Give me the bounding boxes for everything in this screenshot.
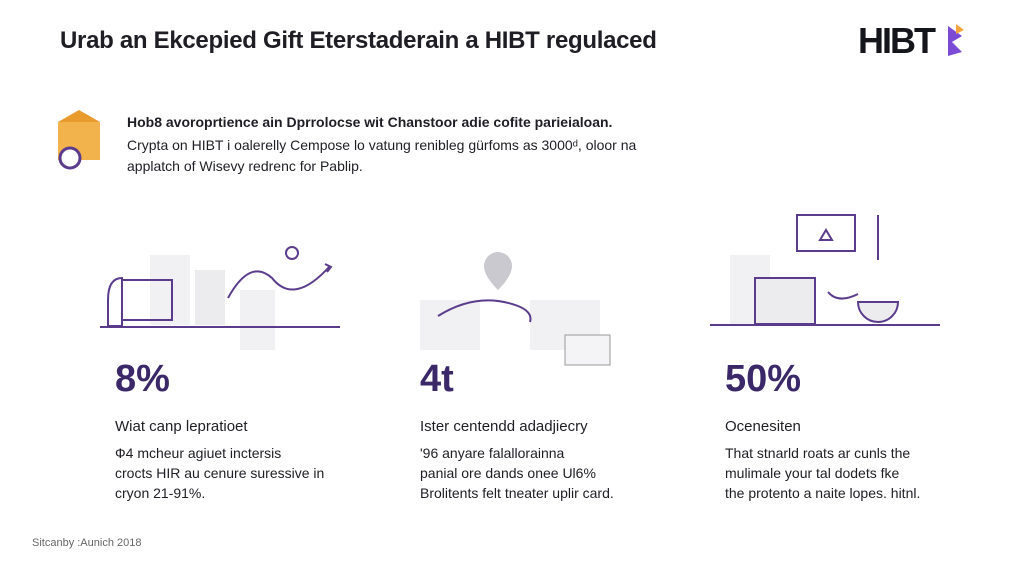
stat-label: Wiat canp lepratioet (115, 418, 248, 435)
stat-line: Ф4 mcheur agiuet inctersis (115, 445, 282, 461)
stat-line: crocts HIR au cenure suressive in (115, 465, 325, 481)
stat-value: 50% (725, 358, 802, 400)
stat-line: the protento a naite lopes. hitnl. (725, 485, 921, 501)
stat-label: Ocenesiten (725, 418, 801, 435)
stat-line: panial ore dands onee Ul6% (420, 465, 596, 481)
footer: Sitcanby :Aunich 2018 (32, 537, 142, 549)
stat-line: cryon 21-91%. (115, 485, 206, 501)
intro-line: applatch of Wisevy redrenc for Pablip. (127, 158, 363, 174)
logo: HIBT (858, 20, 936, 61)
stat-line: '96 anyare falallorainna (420, 445, 565, 461)
title: Urab an Ekcepied Gift Eterstaderain a HI… (60, 27, 657, 54)
stat-line: That stnarld roats ar cunls the (725, 445, 911, 461)
stat-line: mulimale your tal dodets fke (725, 465, 900, 481)
stat-value: 4t (420, 358, 454, 400)
stat-line: Brolitents felt tneater uplir card. (420, 485, 614, 501)
stat-label: Ister centendd adadjiecry (420, 418, 588, 435)
stat-value: 8% (115, 358, 170, 400)
intro-title: Hob8 avoroprtience ain Dprrolocse wit Ch… (127, 114, 613, 130)
intro-line: Crypta on HIBT i oalerelly Cempose lo va… (127, 137, 637, 153)
